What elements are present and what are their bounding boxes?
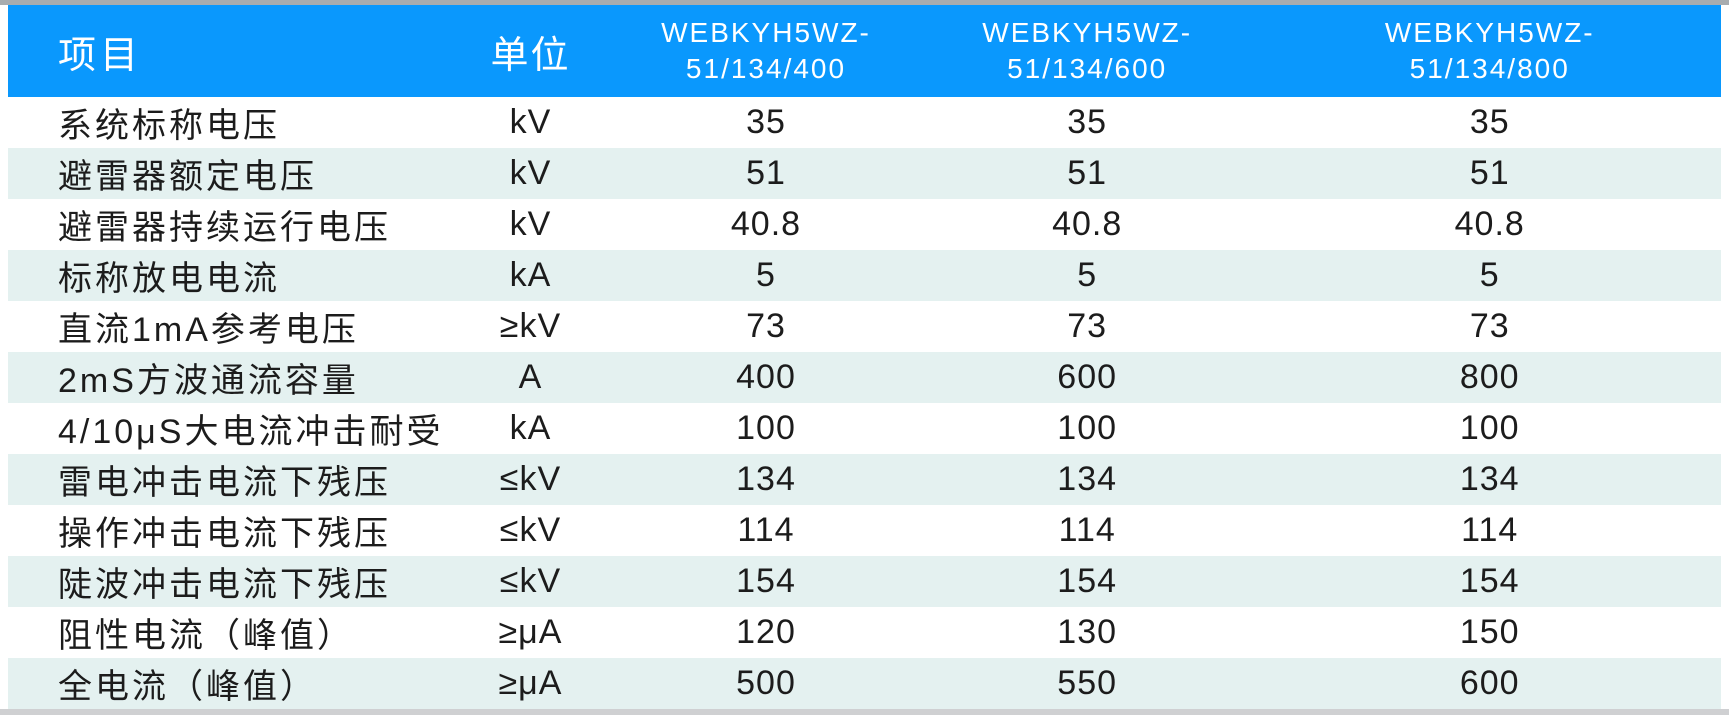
value-cell: 40.8 [730, 205, 802, 243]
top-divider-bar [0, 0, 1729, 5]
table-row: 避雷器持续运行电压 kV 40.8 40.8 40.8 [8, 199, 1721, 250]
value-cell: 800 [1459, 358, 1520, 396]
value-cell: 35 [746, 103, 786, 141]
item-cell: 直流1mA参考电压 [58, 311, 359, 349]
value-cell: 114 [737, 511, 795, 549]
model-name-line2: 51/134/400 [685, 53, 847, 84]
unit-cell: A [518, 358, 543, 396]
spec-table-body: 系统标称电压 kV 35 35 35 避雷器额定电压 kV 51 51 51 避雷器持续运行电压 kV… [8, 97, 1721, 709]
header-row: 项目 单位 WEBKYH5WZ- 51/134/400 WEBKYH5WZ- 5… [8, 5, 1721, 97]
unit-cell: ≥μA [498, 613, 563, 651]
value-cell: 100 [1459, 409, 1520, 447]
table-row: 阻性电流（峰值） ≥μA 120 130 150 [8, 607, 1721, 658]
value-cell: 35 [1067, 103, 1108, 141]
unit-cell: kV [509, 103, 552, 141]
model-name-line1: WEBKYH5WZ- [661, 16, 871, 48]
value-cell: 51 [1067, 154, 1108, 192]
spec-table-container: 项目 单位 WEBKYH5WZ- 51/134/400 WEBKYH5WZ- 5… [0, 5, 1729, 709]
item-cell: 系统标称电压 [58, 107, 280, 145]
value-cell: 100 [736, 409, 796, 447]
value-cell: 5 [1077, 256, 1098, 294]
column-header-model-600: WEBKYH5WZ- 51/134/600 [915, 5, 1259, 97]
item-cell: 标称放电电流 [58, 260, 280, 298]
item-cell: 2mS方波通流容量 [58, 362, 359, 400]
value-cell: 40.8 [1454, 205, 1525, 243]
unit-cell: ≥μA [498, 664, 563, 702]
unit-cell: kV [509, 205, 552, 243]
unit-cell: kA [509, 256, 552, 294]
item-cell: 避雷器持续运行电压 [58, 209, 391, 247]
value-cell: 600 [1057, 358, 1118, 396]
table-row: 全电流（峰值） ≥μA 500 550 600 [8, 658, 1721, 709]
unit-cell: ≤kV [499, 460, 562, 498]
unit-cell: ≤kV [499, 562, 562, 600]
value-cell: 5 [756, 256, 776, 294]
value-cell: 73 [1469, 307, 1510, 345]
value-cell: 51 [746, 154, 786, 192]
table-row: 陡波冲击电流下残压 ≤kV 154 154 154 [8, 556, 1721, 607]
value-cell: 40.8 [1052, 205, 1123, 243]
value-cell: 150 [1459, 613, 1520, 651]
model-name-line1: WEBKYH5WZ- [982, 16, 1193, 48]
value-cell: 73 [746, 307, 786, 345]
value-cell: 500 [736, 664, 796, 702]
unit-cell: kV [509, 154, 552, 192]
value-cell: 134 [736, 460, 796, 498]
table-row: 操作冲击电流下残压 ≤kV 114 114 114 [8, 505, 1721, 556]
value-cell: 51 [1469, 154, 1510, 192]
column-header-item: 项目 [8, 5, 445, 97]
item-cell: 4/10μS大电流冲击耐受 [58, 413, 444, 451]
table-row: 标称放电电流 kA 5 5 5 [8, 250, 1721, 301]
bottom-divider-bar [0, 709, 1729, 715]
value-cell: 400 [736, 358, 796, 396]
unit-cell: ≤kV [499, 511, 562, 549]
item-cell: 雷电冲击电流下残压 [58, 464, 391, 502]
value-cell: 35 [1469, 103, 1510, 141]
value-cell: 73 [1067, 307, 1108, 345]
unit-cell: kA [509, 409, 552, 447]
table-row: 直流1mA参考电压 ≥kV 73 73 73 [8, 301, 1721, 352]
item-cell: 操作冲击电流下残压 [58, 515, 391, 553]
value-cell: 154 [736, 562, 796, 600]
item-cell: 阻性电流（峰值） [58, 617, 354, 655]
value-cell: 600 [1459, 664, 1520, 702]
value-cell: 134 [1459, 460, 1520, 498]
item-cell: 全电流（峰值） [58, 668, 317, 706]
item-cell: 避雷器额定电压 [58, 158, 317, 196]
item-cell: 陡波冲击电流下残压 [58, 566, 391, 604]
value-cell: 114 [1461, 511, 1519, 549]
spec-table: 项目 单位 WEBKYH5WZ- 51/134/400 WEBKYH5WZ- 5… [8, 5, 1721, 709]
table-row: 2mS方波通流容量 A 400 600 800 [8, 352, 1721, 403]
value-cell: 154 [1459, 562, 1520, 600]
value-cell: 154 [1057, 562, 1118, 600]
table-row: 4/10μS大电流冲击耐受 kA 100 100 100 [8, 403, 1721, 454]
table-row: 系统标称电压 kV 35 35 35 [8, 97, 1721, 148]
model-name-line2: 51/134/600 [1007, 53, 1168, 84]
column-header-unit: 单位 [444, 5, 617, 97]
value-cell: 130 [1057, 613, 1118, 651]
table-row: 避雷器额定电压 kV 51 51 51 [8, 148, 1721, 199]
unit-cell: ≥kV [499, 307, 562, 345]
model-name-line2: 51/134/800 [1409, 53, 1570, 84]
value-cell: 550 [1057, 664, 1118, 702]
table-row: 雷电冲击电流下残压 ≤kV 134 134 134 [8, 454, 1721, 505]
value-cell: 114 [1058, 511, 1116, 549]
value-cell: 5 [1479, 256, 1500, 294]
column-header-model-400: WEBKYH5WZ- 51/134/400 [616, 5, 916, 97]
value-cell: 100 [1057, 409, 1118, 447]
value-cell: 134 [1057, 460, 1118, 498]
column-header-model-800: WEBKYH5WZ- 51/134/800 [1258, 5, 1721, 97]
value-cell: 120 [736, 613, 796, 651]
model-name-line1: WEBKYH5WZ- [1384, 16, 1595, 48]
